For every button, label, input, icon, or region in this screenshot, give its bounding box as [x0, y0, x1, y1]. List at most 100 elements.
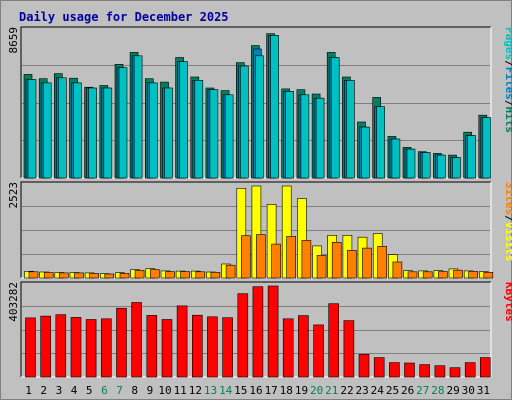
- x-tick-day-13: 13: [204, 384, 217, 397]
- legend-slash: /: [503, 60, 512, 67]
- legend-hits: Hits: [503, 107, 512, 134]
- chart-title: Daily usage for December 2025: [19, 10, 229, 24]
- bottom-bar-kbytes-14: [222, 317, 233, 378]
- legend-sites: Sites: [503, 182, 512, 215]
- middle-bar-sites-9: [150, 269, 160, 279]
- bottom-bar-kbytes-23: [358, 354, 370, 378]
- middle-bar-sites-14: [225, 264, 236, 279]
- x-tick-day-10: 10: [158, 384, 171, 397]
- top-bar-pages-16: [255, 55, 264, 179]
- top-bar-pages-7: [118, 67, 128, 179]
- legend-kbytes: KBytes: [503, 282, 512, 322]
- top-bar-pages-31: [482, 117, 492, 179]
- top-bar-pages-3: [57, 77, 67, 179]
- bottom-bar-kbytes-5: [85, 319, 97, 378]
- bottom-bar-kbytes-22: [343, 320, 355, 378]
- x-tick-day-20: 20: [310, 384, 323, 397]
- y-axis-legend-top: Pages/Files/Hits: [503, 27, 512, 133]
- legend-pages: Pages: [503, 27, 512, 60]
- x-tick-day-31: 31: [477, 384, 490, 397]
- bottom-bar-kbytes-3: [55, 314, 67, 378]
- bottom-bar-kbytes-19: [298, 315, 309, 378]
- bottom-bar-kbytes-10: [161, 319, 173, 378]
- x-tick-day-25: 25: [386, 384, 399, 397]
- top-bar-pages-28: [437, 154, 446, 179]
- middle-bar-sites-1: [28, 271, 39, 279]
- bottom-bar-kbytes-30: [464, 362, 476, 378]
- middle-bar-sites-3: [58, 272, 69, 279]
- top-bar-pages-26: [406, 148, 416, 179]
- x-tick-day-7: 7: [116, 384, 123, 397]
- x-tick-day-5: 5: [86, 384, 93, 397]
- x-tick-day-8: 8: [131, 384, 138, 397]
- top-bar-pages-30: [467, 135, 477, 179]
- y-axis-legend-bottom: KBytes: [503, 282, 512, 322]
- y-axis-legend-middle: Sites/Visits: [503, 182, 512, 262]
- bottom-bar-kbytes-13: [207, 316, 218, 378]
- middle-bar-sites-25: [392, 261, 403, 279]
- middle-bar-sites-28: [438, 271, 448, 279]
- bottom-bar-kbytes-31: [479, 357, 491, 378]
- bottom-bar-kbytes-29: [449, 367, 461, 378]
- top-bar-pages-19: [300, 94, 310, 179]
- middle-bar-sites-18: [286, 236, 297, 279]
- x-tick-day-9: 9: [147, 384, 154, 397]
- middle-bar-sites-21: [331, 242, 342, 279]
- y-max-label-bottom: 403282: [7, 282, 20, 322]
- bottom-bar-kbytes-27: [419, 364, 431, 378]
- x-tick-day-21: 21: [325, 384, 338, 397]
- top-bar-pages-25: [391, 138, 401, 179]
- middle-bar-sites-23: [362, 247, 372, 279]
- x-tick-day-24: 24: [371, 384, 385, 397]
- legend-files: Files: [503, 67, 512, 100]
- bottom-bar-kbytes-8: [131, 302, 142, 378]
- middle-bar-sites-8: [134, 269, 145, 279]
- middle-bar-sites-30: [468, 271, 479, 279]
- top-bar-pages-29: [452, 157, 461, 179]
- bottom-bar-kbytes-7: [116, 307, 127, 378]
- middle-bar-sites-10: [165, 271, 175, 279]
- top-bar-pages-9: [149, 82, 158, 179]
- top-bar-pages-24: [376, 106, 386, 179]
- top-bar-pages-15: [240, 65, 249, 179]
- middle-bar-sites-13: [210, 271, 221, 279]
- middle-bar-sites-4: [74, 272, 84, 279]
- x-tick-day-14: 14: [219, 384, 233, 397]
- middle-bar-sites-20: [316, 255, 327, 279]
- top-bar-pages-17: [270, 35, 279, 179]
- top-bar-pages-21: [330, 57, 340, 179]
- bottom-bar-kbytes-6: [101, 318, 112, 378]
- x-tick-day-4: 4: [71, 384, 78, 397]
- middle-bar-sites-31: [483, 271, 494, 279]
- bottom-bar-kbytes-9: [146, 315, 158, 378]
- middle-bar-sites-19: [301, 240, 312, 279]
- bottom-bar-kbytes-2: [40, 315, 52, 378]
- middle-bar-sites-17: [271, 243, 281, 279]
- bottom-bar-kbytes-21: [328, 303, 340, 378]
- x-tick-day-17: 17: [265, 384, 278, 397]
- x-tick-day-19: 19: [295, 384, 308, 397]
- x-tick-day-18: 18: [280, 384, 293, 397]
- bottom-bar-kbytes-28: [434, 365, 446, 378]
- x-tick-day-1: 1: [25, 384, 32, 397]
- top-bar-pages-2: [42, 82, 52, 179]
- top-bar-pages-10: [164, 87, 173, 179]
- middle-bar-sites-22: [347, 250, 357, 279]
- bottom-bar-kbytes-16: [252, 286, 264, 378]
- top-bar-pages-13: [209, 89, 219, 179]
- middle-bar-sites-12: [195, 271, 206, 279]
- bottom-bar-kbytes-11: [176, 305, 188, 378]
- x-tick-day-30: 30: [462, 384, 475, 397]
- x-tick-day-26: 26: [401, 384, 414, 397]
- bottom-bar-kbytes-18: [282, 318, 294, 378]
- x-tick-day-2: 2: [40, 384, 47, 397]
- middle-bar-sites-5: [89, 273, 99, 279]
- bottom-bar-kbytes-24: [373, 357, 385, 378]
- middle-bar-sites-29: [453, 269, 463, 279]
- middle-bar-sites-16: [256, 234, 266, 279]
- top-bar-pages-27: [421, 152, 431, 179]
- bottom-bar-kbytes-17: [267, 285, 279, 378]
- top-bar-pages-11: [179, 61, 188, 179]
